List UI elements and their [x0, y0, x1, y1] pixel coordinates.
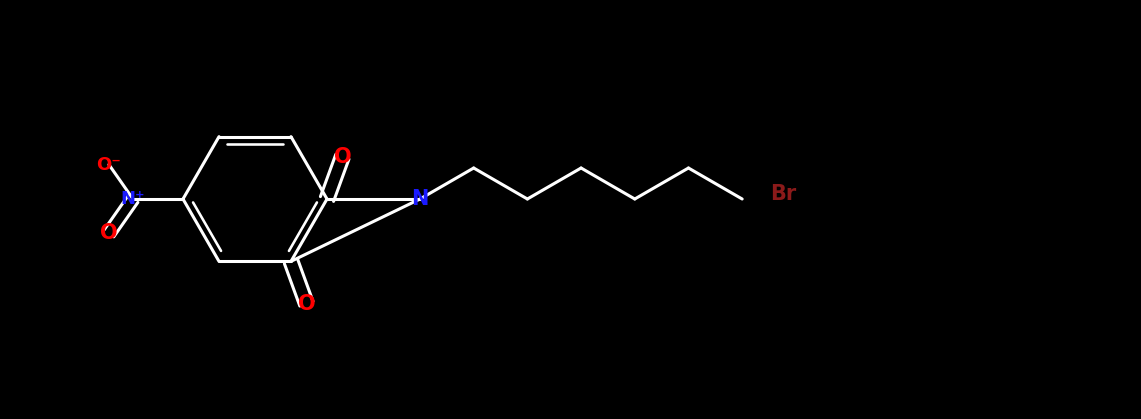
Text: O: O [298, 294, 315, 314]
Text: O: O [100, 223, 118, 243]
Text: O⁻: O⁻ [97, 155, 121, 173]
Text: O: O [333, 147, 351, 167]
Text: N⁺: N⁺ [121, 190, 145, 208]
Text: N: N [411, 189, 429, 209]
Text: Br: Br [770, 184, 796, 204]
